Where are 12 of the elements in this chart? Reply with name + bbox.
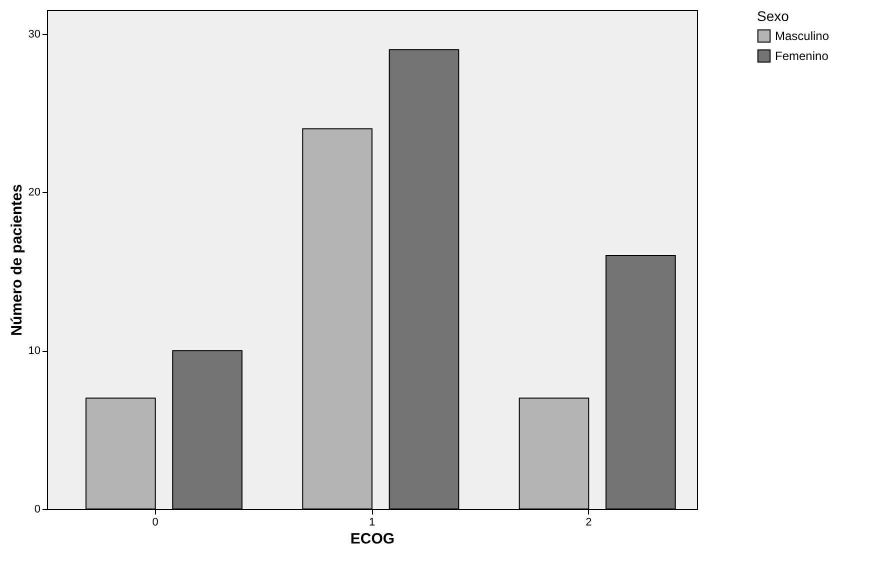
y-tick-label: 10 bbox=[28, 345, 40, 358]
x-tick-label: 2 bbox=[586, 516, 592, 528]
y-axis-title: Número de pacientes bbox=[8, 184, 26, 336]
y-tick-label: 0 bbox=[34, 504, 40, 516]
x-axis-title: ECOG bbox=[350, 530, 395, 548]
y-tick-label: 30 bbox=[28, 28, 40, 40]
legend-title: Sexo bbox=[757, 8, 790, 24]
legend-label: Masculino bbox=[775, 29, 830, 43]
legend-label: Femenino bbox=[775, 49, 829, 63]
x-tick-label: 0 bbox=[152, 516, 158, 528]
y-tick-label: 20 bbox=[28, 186, 40, 199]
x-tick-label: 1 bbox=[368, 516, 376, 528]
